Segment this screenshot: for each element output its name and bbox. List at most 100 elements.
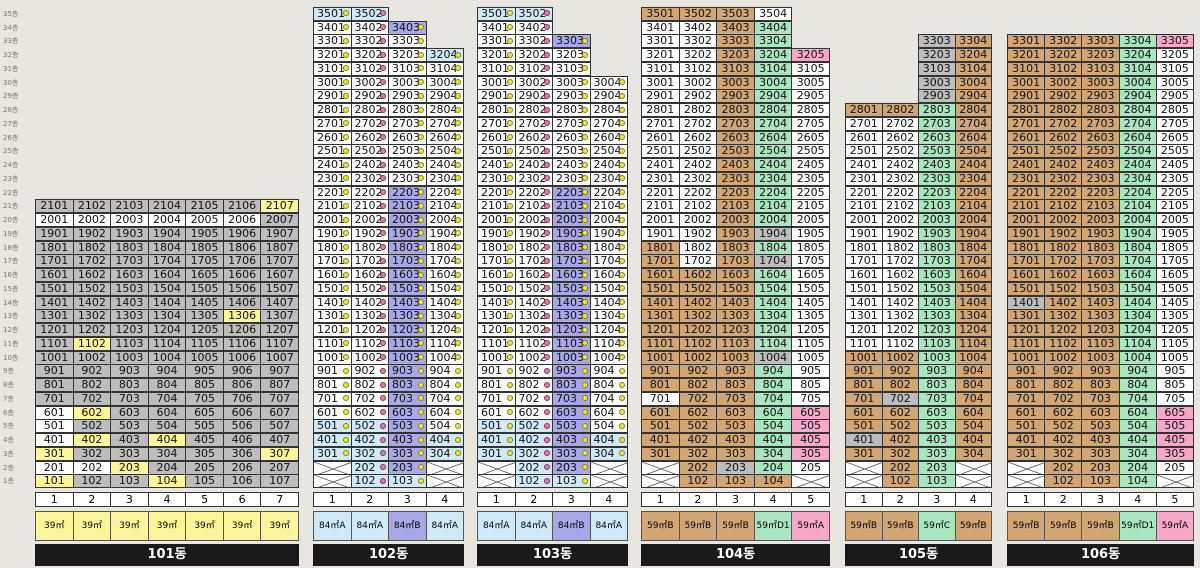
unit-cell[interactable]: 803 [716, 378, 755, 392]
unit-cell[interactable]: 307 [260, 446, 299, 461]
unit-cell[interactable]: 1603 [918, 268, 956, 282]
unit-cell[interactable]: 3304 [1118, 34, 1157, 49]
unit-cell[interactable]: 1003 [388, 350, 427, 365]
unit-cell[interactable]: 403 [1081, 433, 1120, 447]
unit-cell[interactable]: 2404 [589, 158, 628, 172]
unit-cell[interactable]: 2504 [954, 144, 992, 159]
unit-cell[interactable]: 1704 [147, 254, 187, 269]
unit-cell[interactable]: 2003 [552, 213, 591, 227]
unit-cell[interactable]: 1104 [954, 336, 992, 351]
unit-cell[interactable]: 2101 [641, 199, 680, 214]
unit-cell[interactable]: 1005 [791, 350, 830, 365]
unit-cell[interactable]: 404 [1118, 433, 1157, 447]
unit-cell[interactable]: 1401 [1007, 295, 1046, 310]
unit-cell[interactable]: 2803 [552, 103, 591, 117]
unit-cell[interactable]: 203 [918, 460, 956, 475]
unit-cell[interactable]: 3104 [954, 61, 992, 76]
unit-cell[interactable]: 803 [552, 378, 591, 392]
unit-cell[interactable]: 704 [954, 391, 992, 406]
unit-cell[interactable]: 2702 [678, 116, 718, 131]
unit-cell[interactable]: 2801 [1007, 103, 1046, 117]
unit-cell[interactable]: 1203 [918, 323, 956, 337]
unit-cell[interactable]: 2202 [881, 185, 919, 200]
unit-cell[interactable]: 906 [222, 364, 262, 379]
unit-cell[interactable]: 3002 [514, 75, 553, 90]
unit-cell[interactable]: 2101 [313, 199, 352, 214]
unit-cell[interactable]: 901 [845, 364, 883, 379]
unit-cell[interactable]: 704 [589, 391, 628, 406]
unit-cell[interactable]: 1601 [845, 268, 883, 282]
unit-cell[interactable]: 103 [110, 474, 149, 489]
unit-cell[interactable]: 1202 [350, 323, 389, 337]
unit-cell[interactable]: 802 [678, 378, 718, 392]
unit-cell[interactable]: 3501 [641, 6, 680, 21]
unit-cell[interactable]: 2102 [881, 199, 919, 214]
unit-cell[interactable]: 2403 [716, 158, 755, 172]
unit-cell[interactable]: 902 [678, 364, 718, 379]
unit-cell[interactable]: 2301 [1007, 171, 1046, 186]
unit-cell[interactable]: 2304 [425, 171, 464, 186]
unit-cell[interactable]: 1802 [1044, 240, 1083, 255]
unit-cell[interactable]: 1601 [1007, 268, 1046, 282]
unit-cell[interactable]: 2802 [514, 103, 553, 117]
unit-cell[interactable]: 503 [918, 419, 956, 434]
unit-cell[interactable]: 3302 [514, 34, 553, 49]
unit-cell[interactable]: 501 [845, 419, 883, 434]
unit-cell[interactable]: 1003 [552, 350, 591, 365]
unit-cell[interactable]: 202 [514, 460, 553, 475]
unit-cell[interactable]: 606 [222, 405, 262, 420]
unit-cell[interactable]: 1601 [35, 268, 74, 282]
unit-cell[interactable]: 2502 [350, 144, 389, 159]
unit-cell[interactable]: 2603 [716, 130, 755, 145]
unit-cell[interactable]: 801 [845, 378, 883, 392]
unit-cell[interactable]: 1503 [552, 281, 591, 296]
unit-cell[interactable]: 2803 [918, 103, 956, 117]
unit-cell[interactable]: 2205 [791, 185, 830, 200]
unit-cell[interactable]: 1605 [185, 268, 224, 282]
unit-cell[interactable]: 2503 [918, 144, 956, 159]
unit-cell[interactable]: 2501 [641, 144, 680, 159]
unit-cell[interactable]: 403 [552, 433, 591, 447]
unit-cell[interactable]: 2105 [185, 199, 224, 214]
unit-cell[interactable]: 402 [1044, 433, 1083, 447]
unit-cell[interactable]: 3201 [313, 48, 352, 62]
unit-cell[interactable]: 3205 [791, 48, 830, 62]
unit-cell[interactable]: 1902 [514, 226, 553, 241]
unit-cell[interactable]: 2804 [954, 103, 992, 117]
unit-cell[interactable]: 1505 [1155, 281, 1194, 296]
unit-cell[interactable]: 1606 [222, 268, 262, 282]
unit-cell[interactable]: 504 [1118, 419, 1157, 434]
unit-cell[interactable]: 1501 [477, 281, 516, 296]
unit-cell[interactable]: 3403 [388, 20, 427, 35]
unit-cell[interactable]: 303 [716, 446, 755, 461]
unit-cell[interactable]: 2703 [388, 116, 427, 131]
unit-cell[interactable]: 1301 [845, 309, 883, 324]
unit-cell[interactable]: 3502 [678, 6, 718, 21]
unit-cell[interactable]: 3201 [1007, 48, 1046, 62]
unit-cell[interactable]: 1504 [753, 281, 793, 296]
unit-cell[interactable]: 102 [881, 474, 919, 489]
unit-cell[interactable]: 702 [72, 391, 112, 406]
unit-cell[interactable]: 704 [1118, 391, 1157, 406]
unit-cell[interactable]: 1301 [35, 309, 74, 324]
unit-cell[interactable]: 2504 [1118, 144, 1157, 159]
unit-cell[interactable]: 905 [185, 364, 224, 379]
unit-cell[interactable]: 1504 [1118, 281, 1157, 296]
unit-cell[interactable]: 1504 [425, 281, 464, 296]
unit-cell[interactable]: 705 [185, 391, 224, 406]
unit-cell[interactable]: 702 [881, 391, 919, 406]
unit-cell[interactable]: 2003 [918, 213, 956, 227]
unit-cell[interactable]: 3001 [477, 75, 516, 90]
unit-cell[interactable]: 1402 [678, 295, 718, 310]
unit-cell[interactable]: 101 [35, 474, 74, 489]
unit-cell[interactable]: 2601 [477, 130, 516, 145]
unit-cell[interactable]: 401 [845, 433, 883, 447]
unit-cell[interactable]: 404 [147, 433, 187, 447]
unit-cell[interactable]: 1904 [954, 226, 992, 241]
unit-cell[interactable]: 1405 [1155, 295, 1194, 310]
unit-cell[interactable]: 1703 [1081, 254, 1120, 269]
unit-cell[interactable]: 2404 [954, 158, 992, 172]
unit-cell[interactable]: 2204 [425, 185, 464, 200]
unit-cell[interactable]: 2004 [753, 213, 793, 227]
unit-cell[interactable]: 1302 [1044, 309, 1083, 324]
